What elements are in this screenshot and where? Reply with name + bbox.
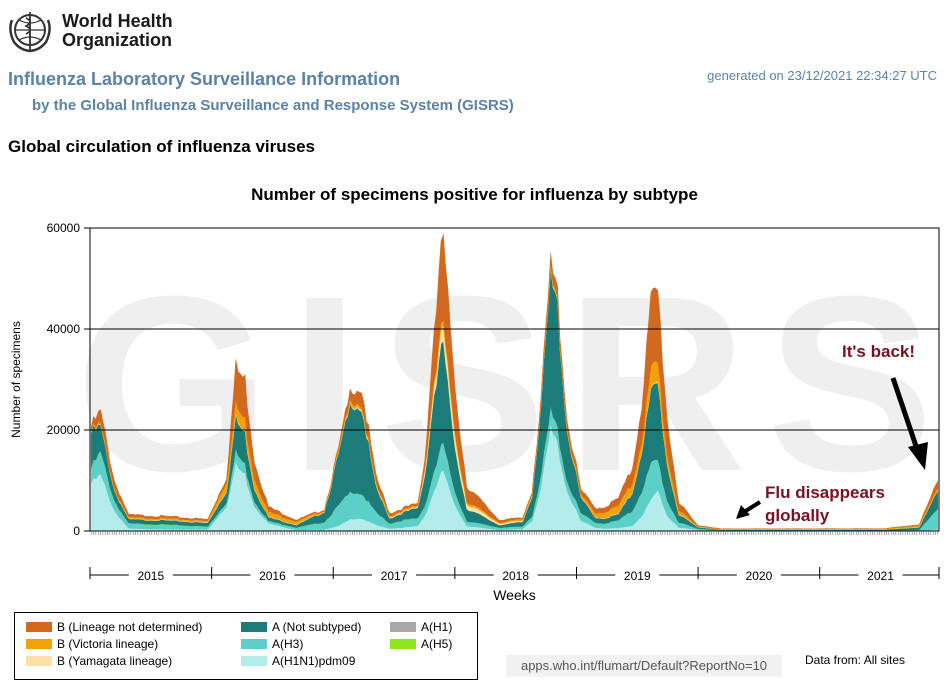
who-logo (6, 8, 166, 56)
legend-item: B (Victoria lineage) (26, 637, 158, 651)
annotation-arrowhead-its-back (908, 442, 928, 470)
chart-legend: B (Lineage not determined) B (Victoria li… (14, 612, 478, 680)
y-tick-label-20000: 20000 (47, 423, 81, 437)
annotation-flu-disappears-line1: Flu disappears (765, 483, 885, 502)
legend-item: A(H3) (241, 637, 303, 651)
annotation-arrowhead-flu-disappears (736, 505, 750, 519)
year-label-bg (493, 568, 538, 582)
legend-item: A (Not subtyped) (241, 620, 361, 634)
legend-label: B (Lineage not determined) (57, 620, 203, 634)
year-label-bg (858, 568, 903, 582)
legend-item: A(H1N1)pdm09 (241, 654, 355, 668)
page-subtitle: by the Global Influenza Surveillance and… (32, 97, 514, 114)
who-emblem-icon (9, 12, 51, 53)
who-logo-text: World Health Organization (62, 12, 173, 50)
legend-item: B (Lineage not determined) (26, 620, 202, 634)
year-label-2021: 2021 (867, 569, 894, 583)
legend-swatch (241, 622, 267, 632)
legend-item: B (Yamagata lineage) (26, 654, 172, 668)
year-label-2017: 2017 (381, 569, 408, 583)
legend-swatch (390, 622, 416, 632)
annotation-arrow-flu-disappears (742, 500, 762, 514)
legend-item: A(H5) (390, 637, 452, 651)
legend-swatch (26, 656, 52, 666)
legend-swatch (390, 639, 416, 649)
legend-label: B (Yamagata lineage) (57, 654, 173, 668)
x-axis-label: Weeks (493, 587, 536, 603)
annotation-arrow-its-back (890, 377, 921, 453)
legend-label: A(H1) (421, 620, 453, 634)
legend-swatch (26, 622, 52, 632)
page-title: Influenza Laboratory Surveillance Inform… (8, 69, 401, 89)
legend-swatch (26, 639, 52, 649)
year-label-bg (128, 568, 173, 582)
legend-swatch (241, 656, 267, 666)
year-label-bg (372, 568, 417, 582)
y-axis-label: Number of specimens (9, 321, 23, 438)
year-label-2019: 2019 (624, 569, 651, 583)
watermark: GISRS (76, 244, 949, 523)
legend-label: A (Not subtyped) (272, 620, 362, 634)
year-label-2015: 2015 (137, 569, 164, 583)
year-label-2016: 2016 (259, 569, 286, 583)
generated-timestamp: generated on 23/12/2021 22:34:27 UTC (707, 68, 937, 83)
year-label-bg (250, 568, 295, 582)
series-area-b-lineage-not-determined (90, 234, 938, 530)
org-name-line2: Organization (62, 30, 173, 50)
plot-border (89, 227, 940, 532)
legend-label: B (Victoria lineage) (57, 637, 159, 651)
annotation-its-back: It's back! (842, 342, 915, 361)
year-label-bg (615, 568, 660, 582)
year-label-2018: 2018 (502, 569, 529, 583)
legend-item: A(H1) (390, 620, 452, 634)
chart-title: Number of specimens positive for influen… (251, 185, 698, 204)
report-url: apps.who.int/flumart/Default?ReportNo=10 (506, 655, 782, 677)
year-label-bg (736, 568, 781, 582)
y-tick-label-60000: 60000 (47, 221, 81, 235)
legend-label: A(H3) (272, 637, 304, 651)
data-source-note: Data from: All sites (805, 653, 906, 667)
y-tick-label-0: 0 (73, 524, 80, 538)
year-label-2020: 2020 (746, 569, 773, 583)
legend-label: A(H5) (421, 637, 453, 651)
annotation-flu-disappears-line2: globally (765, 506, 830, 525)
org-name-line1: World Health (62, 11, 173, 31)
legend-label: A(H1N1)pdm09 (272, 654, 356, 668)
y-tick-label-40000: 40000 (47, 322, 81, 336)
legend-swatch (241, 639, 267, 649)
section-title: Global circulation of influenza viruses (8, 137, 316, 156)
